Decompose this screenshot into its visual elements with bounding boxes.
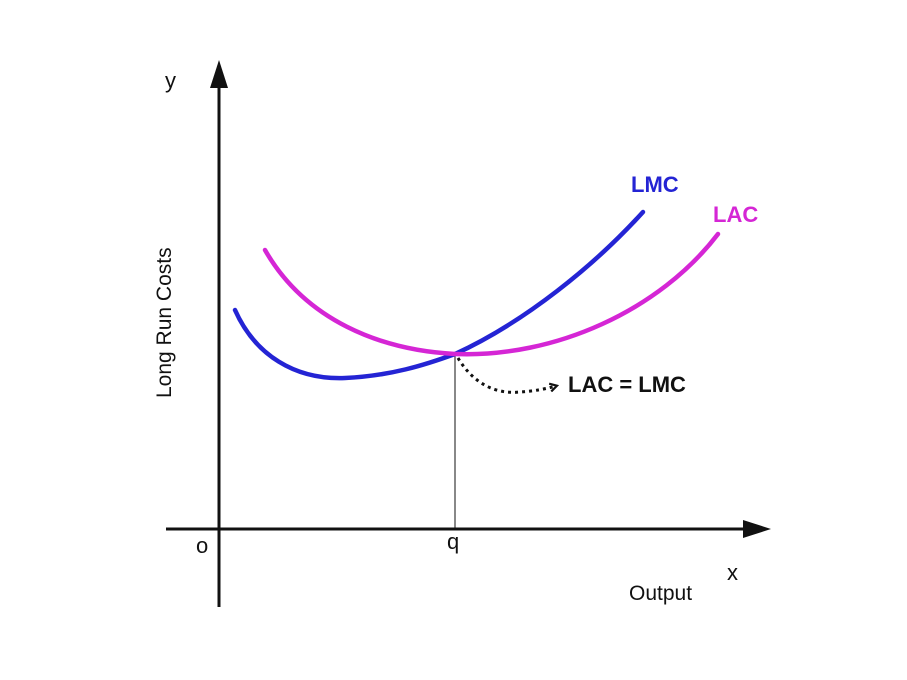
lac-label: LAC [713, 202, 758, 227]
y-axis-arrowhead [210, 60, 228, 88]
x-axis-title: Output [629, 582, 692, 605]
q-tick-label: q [447, 529, 459, 554]
x-axis-arrowhead [743, 520, 771, 538]
origin-label: o [196, 533, 208, 558]
equality-pointer-arrow [456, 357, 556, 394]
lac-equals-lmc-label: LAC = LMC [568, 372, 686, 397]
x-axis-letter: x [727, 560, 738, 585]
y-axis-title: Long Run Costs [153, 247, 176, 398]
lmc-curve [232, 209, 646, 381]
y-axis-letter: y [165, 68, 176, 93]
lac-curve [262, 231, 721, 357]
lmc-label: LMC [631, 172, 679, 197]
